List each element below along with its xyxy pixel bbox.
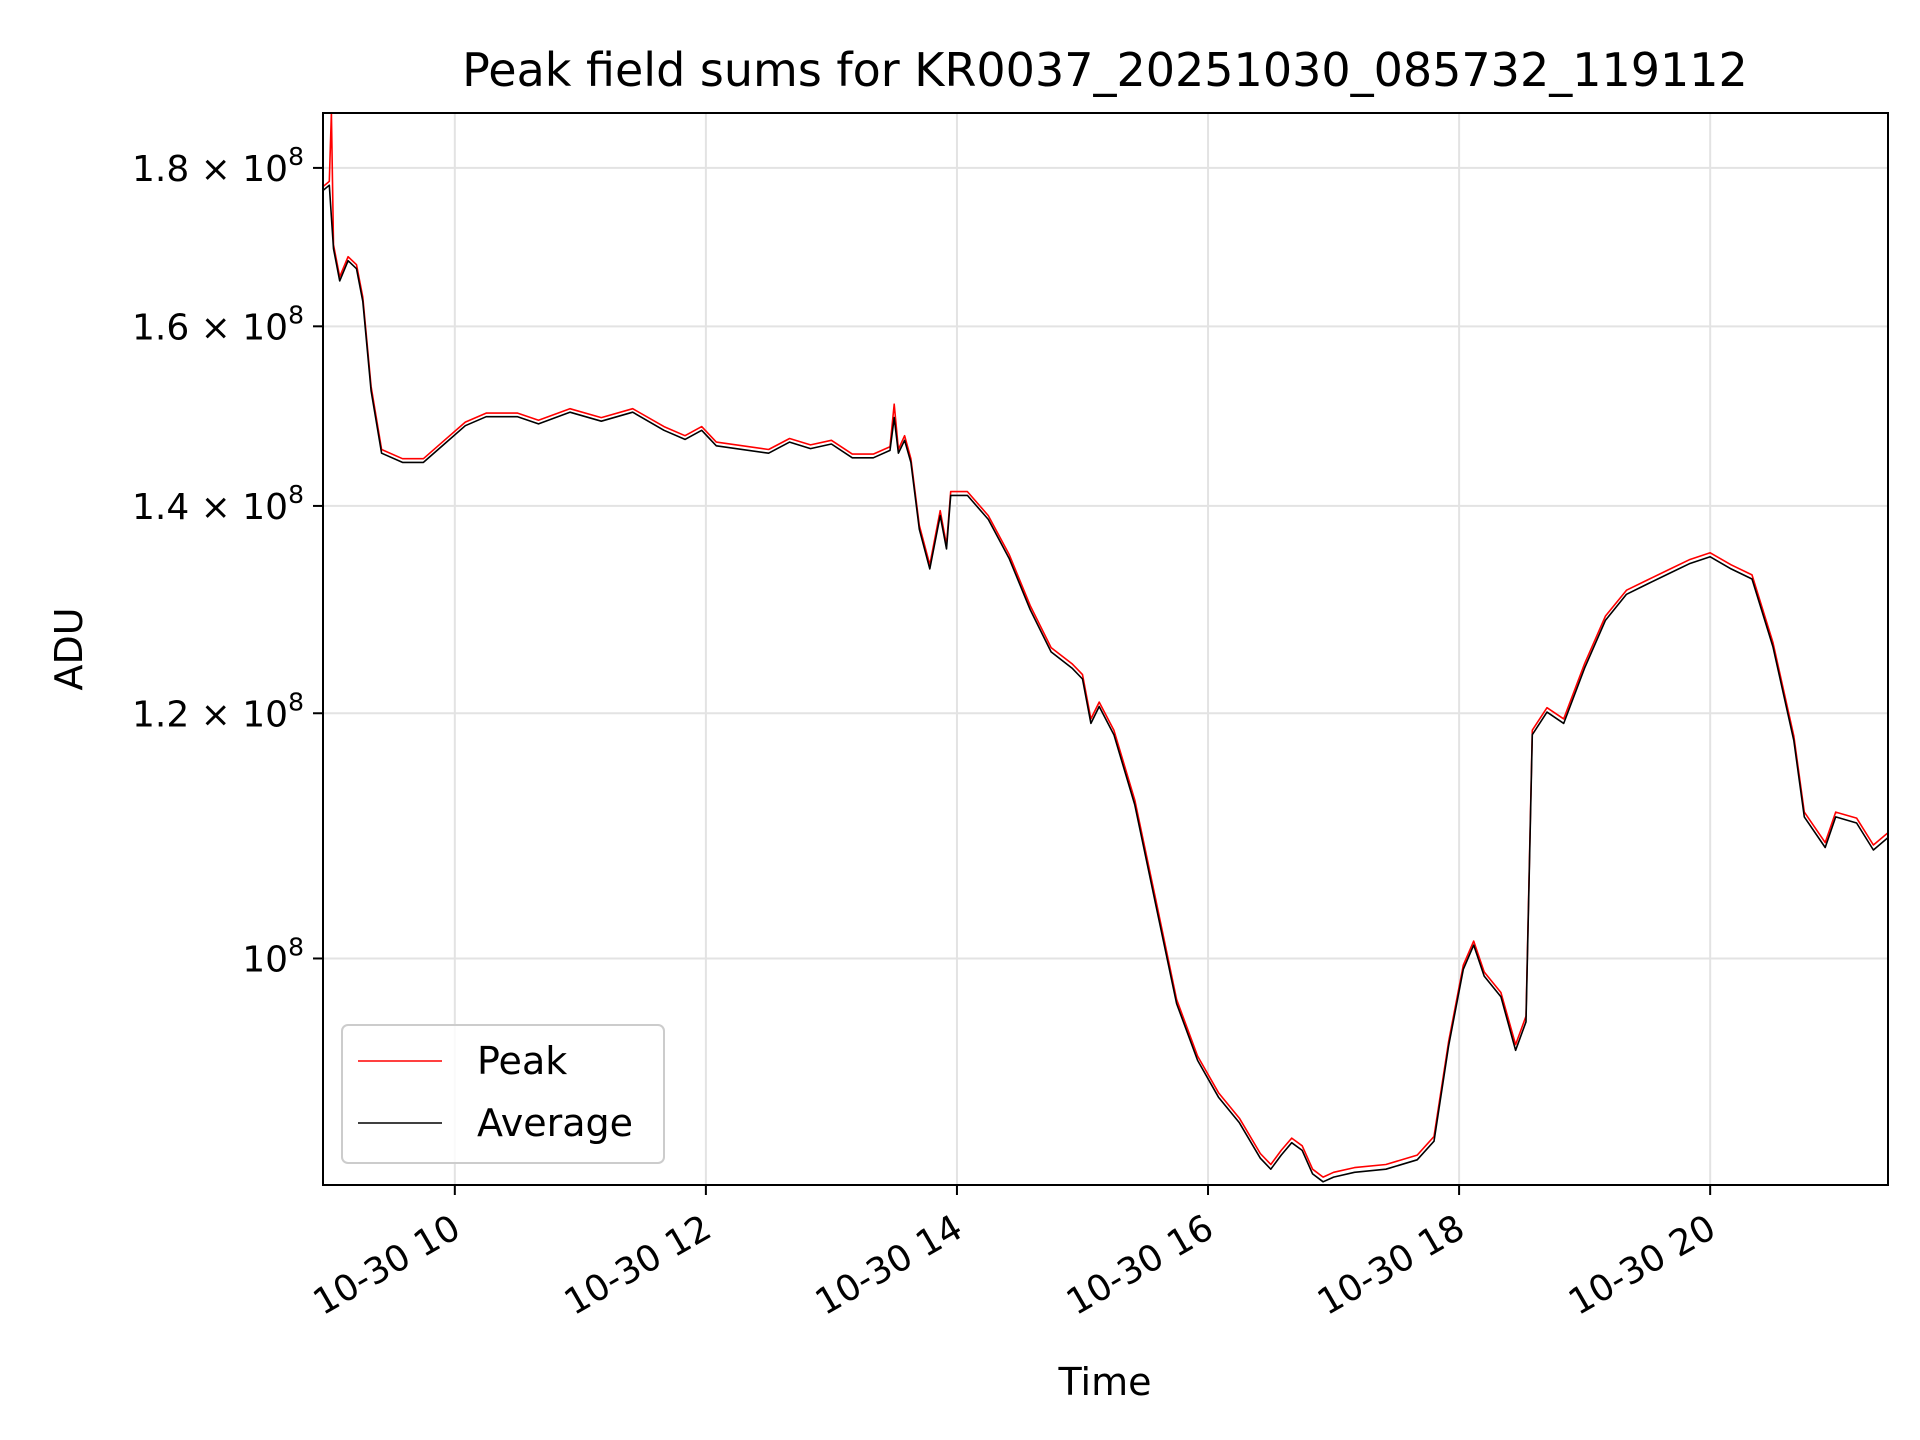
y-tick-label: 1.4 × 108 (132, 480, 304, 528)
y-axis: 108 1.2 × 108 1.4 × 108 1.6 × 108 1.8 × 108 (132, 142, 323, 980)
plot-frame (322, 112, 1889, 1186)
legend: Peak Average (341, 1024, 665, 1164)
y-axis-label: ADU (47, 607, 91, 690)
y-tick-label: 1.8 × 108 (132, 142, 304, 190)
x-axis-label: Time (1058, 1360, 1152, 1404)
chart-title: Peak field sums for KR0037_20251030_0857… (462, 43, 1748, 97)
legend-label-peak: Peak (477, 1039, 567, 1083)
legend-box (341, 1024, 665, 1164)
y-tick-label: 1.2 × 108 (132, 687, 304, 735)
y-tick-label: 1.6 × 108 (132, 300, 304, 348)
series-layer (323, 113, 1888, 1183)
y-tick-label: 108 (242, 932, 304, 980)
grid (323, 113, 1888, 1185)
series-line-average (323, 184, 1888, 1183)
series-line-peak (323, 113, 1888, 1178)
legend-label-average: Average (477, 1101, 633, 1145)
